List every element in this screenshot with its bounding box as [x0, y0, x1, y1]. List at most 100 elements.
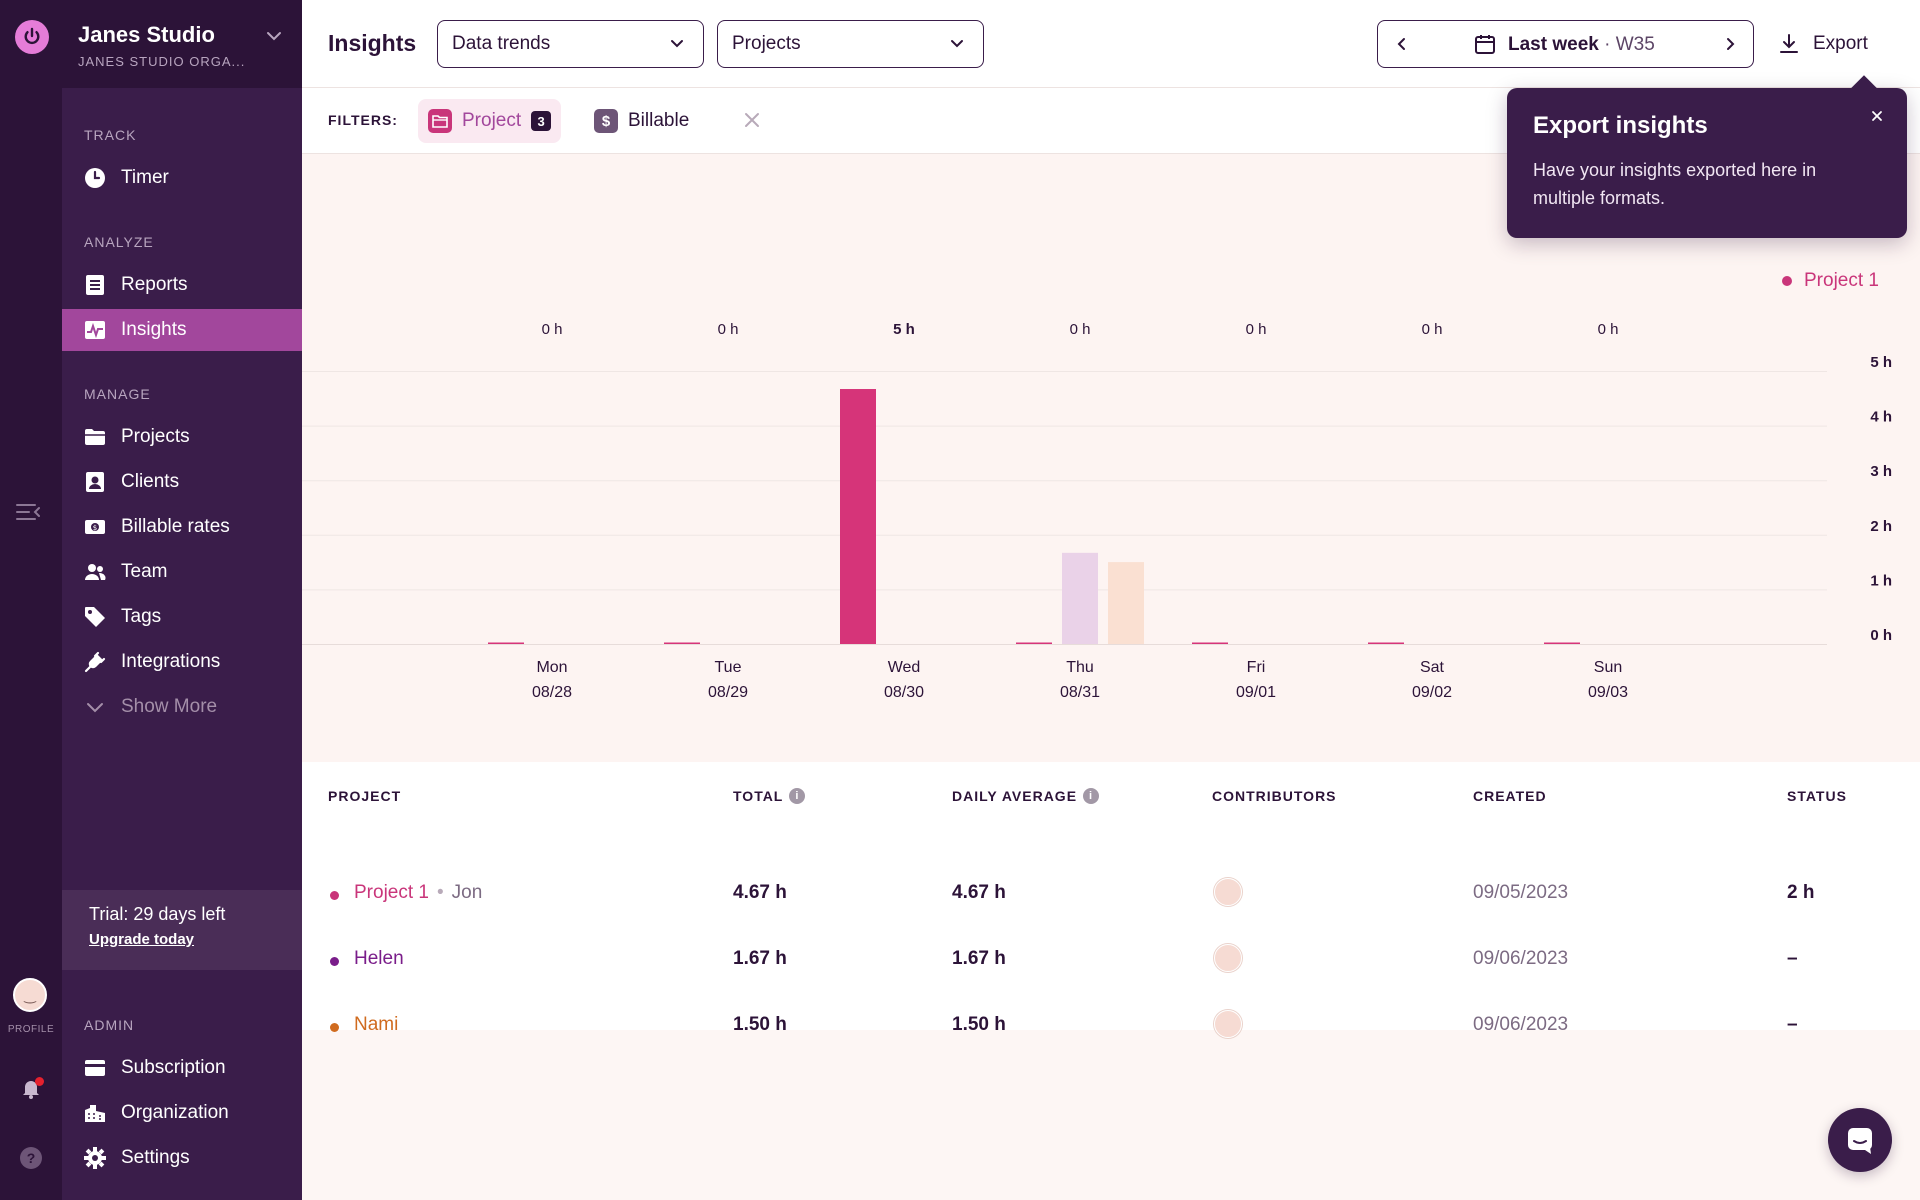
info-icon[interactable]: i	[1083, 788, 1100, 804]
project-color-dot	[330, 1023, 339, 1032]
table-row[interactable]: Helen 1.67 h 1.67 h 09/06/2023 –	[302, 928, 1920, 994]
tooltip-body: Have your insights exported here in mult…	[1533, 160, 1817, 208]
table-row[interactable]: Project 1 • Jon 4.67 h 4.67 h 09/05/2023 2…	[302, 862, 1920, 928]
collapse-sidebar-icon[interactable]	[15, 500, 43, 524]
sidebar-item-tags[interactable]: Tags	[62, 596, 302, 638]
day-total-label: 0 h	[1070, 321, 1091, 338]
close-icon[interactable]	[1869, 108, 1885, 124]
project-cell[interactable]: Project 1 • Jon	[354, 882, 482, 904]
contributor-avatar[interactable]	[1214, 1010, 1242, 1038]
project-name: Helen	[354, 948, 404, 969]
project-color-dot	[330, 891, 339, 900]
sidebar-item-insights[interactable]: Insights	[62, 309, 302, 351]
filter-chip-project[interactable]: Project 3	[418, 99, 562, 143]
chevron-down-icon	[84, 696, 106, 718]
column-header-contributors[interactable]: CONTRIBUTORS	[1212, 788, 1337, 804]
filter-chip-billable[interactable]: $ Billable	[584, 99, 699, 143]
projects-table: PROJECT TOTAL i DAILY AVERAGE i CONTRIBUTO…	[302, 762, 1920, 1038]
sidebar-item-label: Tags	[121, 606, 162, 627]
date-range-label[interactable]: Last week · W35	[1508, 34, 1655, 56]
filter-chip-label: Project	[462, 110, 522, 131]
sidebar-item-timer[interactable]: Timer	[62, 157, 302, 199]
separator: •	[436, 882, 444, 903]
bar	[1062, 552, 1098, 644]
sidebar-item-subscription[interactable]: Subscription	[62, 1047, 302, 1089]
chevron-right-icon[interactable]	[1720, 34, 1740, 54]
sidebar-item-organization[interactable]: Organization	[62, 1092, 302, 1134]
export-label: Export	[1813, 33, 1868, 54]
sidebar-item-integrations[interactable]: Integrations	[62, 641, 302, 683]
legend-dot	[1782, 276, 1792, 286]
bar	[534, 643, 570, 645]
credit-card-icon	[84, 1057, 106, 1079]
column-header-total[interactable]: TOTAL i	[733, 788, 806, 804]
page-title: Insights	[328, 30, 417, 56]
table-row[interactable]: Nami 1.50 h 1.50 h 09/06/2023 –	[302, 994, 1920, 1060]
sidebar-item-reports[interactable]: Reports	[62, 264, 302, 306]
org-name: Janes Studio	[78, 22, 215, 47]
bar	[1414, 643, 1450, 645]
bar	[1460, 643, 1496, 645]
chevron-down-icon	[949, 35, 965, 51]
sidebar-item-label: Clients	[121, 471, 180, 492]
bar	[1368, 642, 1404, 644]
column-header-created[interactable]: CREATED	[1473, 788, 1547, 804]
export-button[interactable]: Export	[1777, 20, 1868, 68]
client-name: Jon	[451, 882, 483, 903]
filter-count-badge: 3	[531, 111, 552, 131]
column-header-project[interactable]: PROJECT	[328, 788, 402, 804]
bell-icon[interactable]	[19, 1076, 43, 1100]
bar	[1544, 642, 1580, 644]
day-total-label: 5 h	[893, 321, 915, 338]
contributor-avatar[interactable]	[1214, 944, 1242, 972]
x-tick-date-label: 08/29	[708, 684, 748, 701]
sidebar-item-billable-rates[interactable]: $ Billable rates	[62, 506, 302, 548]
bar	[1284, 643, 1320, 645]
org-switcher[interactable]: Janes Studio JANES STUDIO ORGA...	[62, 0, 302, 88]
date-label: Last week	[1508, 34, 1599, 55]
sidebar-item-projects[interactable]: Projects	[62, 416, 302, 458]
upgrade-link[interactable]: Upgrade today	[89, 931, 195, 948]
tooltip-title: Export insights	[1533, 112, 1708, 139]
svg-text:$: $	[93, 524, 97, 532]
sidebar-item-label: Team	[121, 561, 168, 582]
power-logo-icon[interactable]	[15, 20, 49, 54]
sidebar-show-more[interactable]: Show More	[62, 686, 302, 728]
profile-avatar[interactable]: ‿	[13, 978, 47, 1012]
y-tick-label: 4 h	[1870, 409, 1892, 426]
filter-chip-label: Billable	[628, 110, 690, 131]
total-cell: 1.67 h	[733, 948, 787, 969]
bar	[1590, 643, 1626, 645]
sidebar-item-label: Timer	[121, 167, 169, 188]
project-cell[interactable]: Helen	[354, 948, 404, 970]
x-tick-date-label: 08/28	[532, 684, 572, 701]
sidebar-item-label: Integrations	[121, 651, 221, 672]
info-icon[interactable]: i	[789, 788, 806, 804]
x-tick-date-label: 09/01	[1236, 684, 1276, 701]
group-by-select[interactable]: Projects	[717, 20, 984, 68]
report-type-select[interactable]: Data trends	[437, 20, 704, 68]
column-header-status[interactable]: STATUS	[1787, 788, 1847, 804]
sidebar-item-label: Subscription	[121, 1057, 226, 1078]
sidebar-item-label: Billable rates	[121, 516, 230, 537]
chat-support-button[interactable]	[1828, 1108, 1892, 1172]
clock-icon	[84, 167, 106, 189]
help-icon[interactable]: ?	[20, 1147, 42, 1169]
trial-text: Trial: 29 days left	[89, 904, 226, 924]
chevron-down-icon[interactable]	[264, 26, 284, 46]
tag-icon	[84, 606, 106, 628]
column-header-daily-average[interactable]: DAILY AVERAGE i	[952, 788, 1100, 804]
clear-filters-icon[interactable]	[742, 110, 762, 130]
page-header: Insights Data trends Projects Last week …	[302, 0, 1920, 88]
x-tick-label: Tue	[715, 659, 742, 676]
bar	[932, 643, 968, 645]
y-tick-label: 0 h	[1870, 627, 1892, 644]
sidebar-item-team[interactable]: Team	[62, 551, 302, 593]
sidebar-item-settings[interactable]: Settings	[62, 1137, 302, 1179]
daily-average-cell: 4.67 h	[952, 882, 1006, 903]
project-cell[interactable]: Nami	[354, 1014, 398, 1036]
chevron-left-icon[interactable]	[1392, 34, 1412, 54]
bar	[756, 643, 792, 645]
contributor-avatar[interactable]	[1214, 878, 1242, 906]
sidebar-item-clients[interactable]: Clients	[62, 461, 302, 503]
